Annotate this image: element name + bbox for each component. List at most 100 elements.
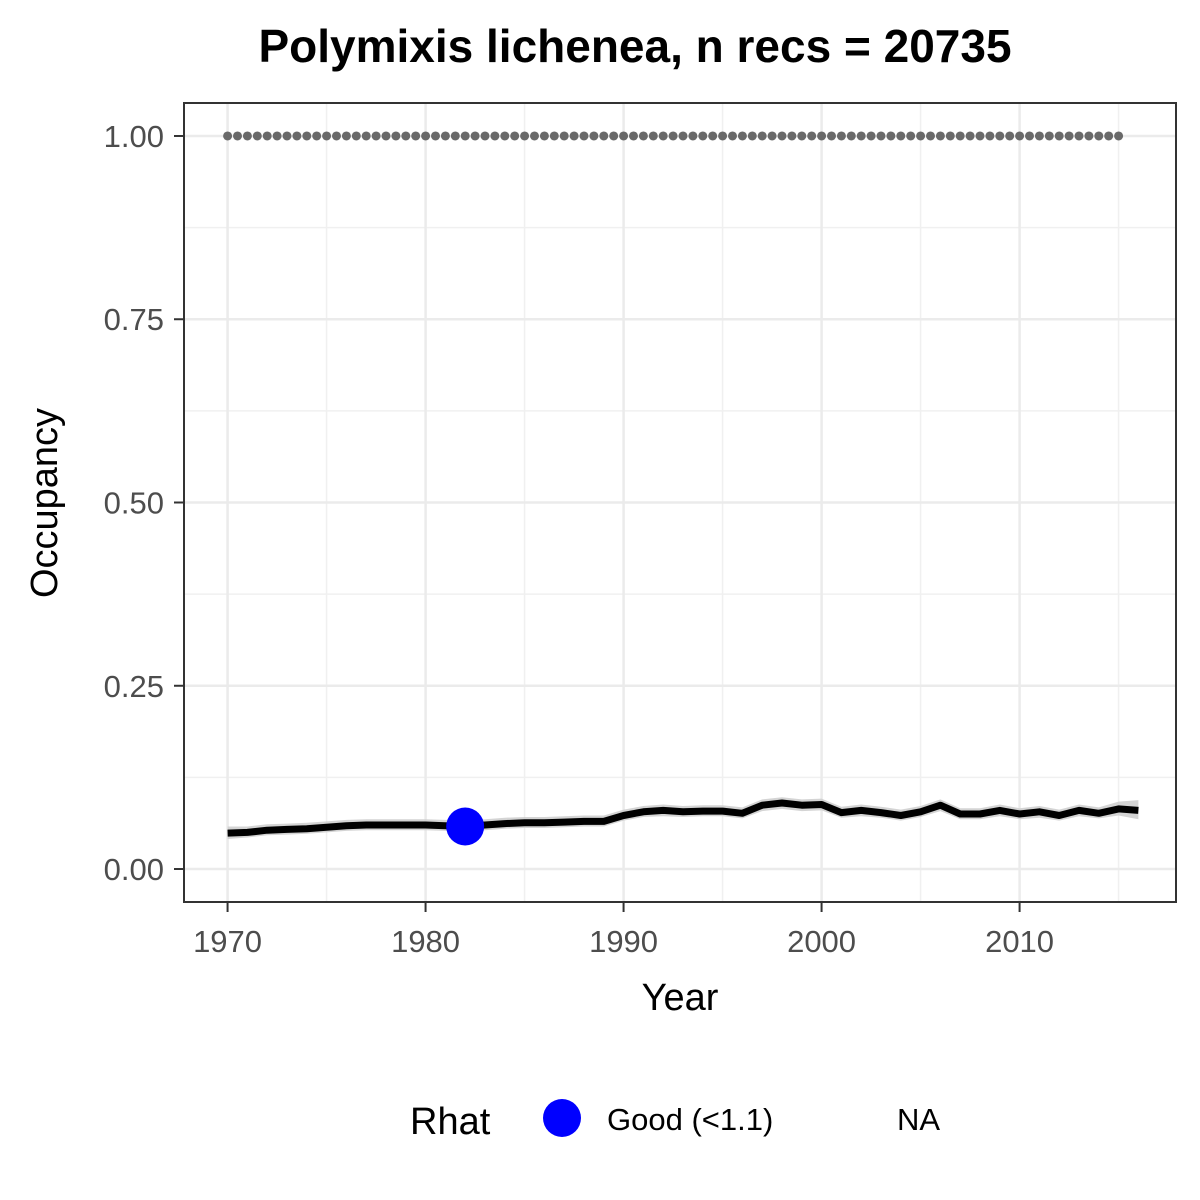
reference-dot [609, 131, 619, 141]
x-axis-title: Year [642, 977, 719, 1019]
series-line-layer [223, 131, 1139, 837]
reference-dot [777, 131, 787, 141]
legend-key-good [543, 1099, 581, 1137]
reference-dot [658, 131, 668, 141]
reference-dot [698, 131, 708, 141]
reference-dot [351, 131, 361, 141]
reference-dot [322, 131, 332, 141]
reference-dot [440, 131, 450, 141]
reference-dot [460, 131, 470, 141]
reference-dot [599, 131, 609, 141]
reference-dot [1054, 131, 1064, 141]
reference-dot [252, 131, 262, 141]
reference-dot [866, 131, 876, 141]
reference-dot [935, 131, 945, 141]
reference-dot [233, 131, 242, 141]
reference-dot [817, 131, 827, 141]
reference-dot [1034, 131, 1044, 141]
reference-dot [312, 131, 322, 141]
reference-dot [1074, 131, 1084, 141]
reference-dot [1104, 131, 1114, 141]
reference-dot [391, 131, 401, 141]
reference-dot [708, 131, 718, 141]
reference-dot [728, 131, 737, 141]
reference-dot [302, 131, 312, 141]
reference-dot [737, 131, 747, 141]
reference-dot [361, 131, 371, 141]
reference-dot [401, 131, 411, 141]
reference-dot [589, 131, 599, 141]
reference-dot [421, 131, 431, 141]
reference-dot [569, 131, 579, 141]
y-tick-label: 0.75 [104, 302, 164, 337]
reference-dot [292, 131, 302, 141]
reference-dot [1064, 131, 1074, 141]
reference-dot [995, 131, 1005, 141]
x-tick-label: 1990 [589, 924, 658, 959]
reference-dot [787, 131, 797, 141]
reference-dot [559, 131, 569, 141]
chart-title: Polymixis lichenea, n recs = 20735 [258, 20, 1011, 72]
reference-dot [718, 131, 728, 141]
reference-dot [638, 131, 648, 141]
reference-dot [876, 131, 886, 141]
reference-dot [450, 131, 460, 141]
reference-dot [985, 131, 995, 141]
reference-dot [341, 131, 351, 141]
reference-dot [500, 131, 510, 141]
x-axis: 1970 1980 1990 2000 2010 [193, 902, 1054, 959]
y-axis-title: Occupancy [24, 408, 66, 598]
reference-dot [797, 131, 807, 141]
reference-dot [619, 131, 629, 141]
reference-dot [371, 131, 381, 141]
reference-dot [648, 131, 658, 141]
reference-dot [965, 131, 975, 141]
occupancy-line [227, 799, 1139, 837]
reference-dot [1044, 131, 1054, 141]
y-tick-label: 0.00 [104, 852, 164, 887]
reference-dot [480, 131, 490, 141]
y-axis: 0.00 0.25 0.50 0.75 1.00 [104, 119, 184, 887]
legend-label-good: Good (<1.1) [607, 1102, 773, 1137]
reference-dot [688, 131, 698, 141]
rhat-point-layer [446, 807, 485, 846]
reference-dot [1084, 131, 1094, 141]
reference-dot [272, 131, 282, 141]
reference-dot [1005, 131, 1015, 141]
x-tick-label: 2000 [787, 924, 856, 959]
y-tick-label: 0.25 [104, 669, 164, 704]
y-tick-label: 0.50 [104, 486, 164, 521]
reference-dot [926, 131, 935, 141]
reference-dot [262, 131, 272, 141]
reference-dot [223, 131, 233, 141]
legend-label-na: NA [897, 1102, 940, 1137]
reference-dot [1025, 131, 1034, 141]
reference-dot [975, 131, 985, 141]
reference-dot [520, 131, 530, 141]
x-tick-label: 1970 [193, 924, 262, 959]
reference-dot [1114, 131, 1124, 141]
y-tick-label: 1.00 [104, 119, 164, 154]
reference-dot [1094, 131, 1104, 141]
reference-dot [916, 131, 926, 141]
reference-dot [431, 131, 440, 141]
plot-panel [183, 102, 1177, 903]
x-tick-label: 1980 [391, 924, 460, 959]
reference-dot [678, 131, 688, 141]
reference-dot [332, 131, 341, 141]
reference-dot [945, 131, 955, 141]
reference-dot [530, 131, 539, 141]
reference-dot [668, 131, 678, 141]
reference-dot [827, 131, 836, 141]
reference-dot [411, 131, 421, 141]
reference-dot [767, 131, 777, 141]
reference-dot [510, 131, 520, 141]
reference-dot [539, 131, 549, 141]
reference-dot [490, 131, 500, 141]
reference-dot [836, 131, 846, 141]
reference-dot [886, 131, 896, 141]
reference-dot [1015, 131, 1025, 141]
legend: Rhat Good (<1.1) NA [410, 1099, 940, 1143]
legend-title: Rhat [410, 1101, 491, 1143]
